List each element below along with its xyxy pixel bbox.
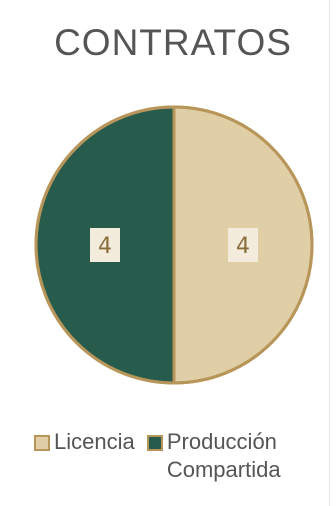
data-label-licencia: 4 [228, 228, 258, 262]
legend: Licencia Producción Compartida [34, 428, 334, 484]
legend-label-produccion-compartida: Producción Compartida [166, 429, 281, 482]
data-label-produccion-compartida: 4 [90, 228, 120, 262]
data-label-text: 4 [236, 234, 250, 259]
data-label-text: 4 [98, 234, 112, 259]
pie-outline [34, 105, 314, 385]
legend-swatch-licencia [34, 435, 50, 451]
legend-item-produccion-compartida[interactable]: Producción Compartida [146, 428, 317, 484]
pie-chart: 44 [34, 105, 314, 385]
legend-label-licencia: Licencia [54, 429, 135, 454]
data-label-bg [228, 228, 258, 262]
legend-item-licencia[interactable]: Licencia [34, 428, 135, 456]
chart-title: CONTRATOS [54, 22, 292, 63]
data-label-bg [90, 228, 120, 262]
legend-swatch-produccion-compartida [146, 435, 163, 451]
